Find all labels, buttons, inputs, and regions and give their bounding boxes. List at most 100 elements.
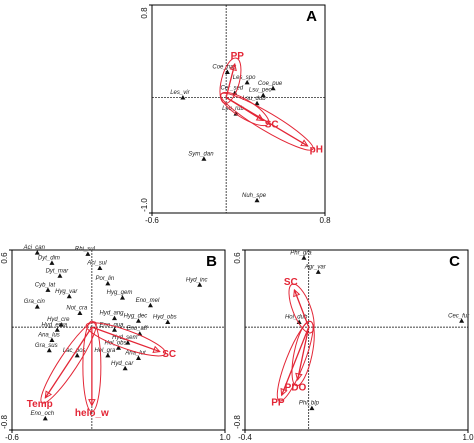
species-label: Coe_pue xyxy=(258,81,283,87)
env-arrow xyxy=(296,327,310,380)
species-label: Hyd_inc xyxy=(186,277,208,283)
arrow-label: PP xyxy=(271,397,285,408)
env-arrow xyxy=(91,326,160,353)
species-point xyxy=(105,280,111,286)
species-point xyxy=(197,282,203,287)
species-point xyxy=(135,318,141,323)
species-label: Hol_dub xyxy=(285,315,308,321)
y-tick-label: 0.6 xyxy=(233,252,242,264)
species-point xyxy=(119,295,125,300)
confidence-ellipse xyxy=(85,322,167,357)
species-label: Eno_och xyxy=(30,411,54,417)
env-arrow xyxy=(293,289,310,328)
species-label: Hyg_var xyxy=(55,289,78,295)
species-label: Hel_obs xyxy=(104,340,126,346)
species-point xyxy=(66,293,72,299)
species-point xyxy=(85,251,91,256)
x-tick-label: -0.6 xyxy=(145,216,159,225)
arrow-label: helo_w xyxy=(75,408,109,419)
species-point xyxy=(54,327,60,332)
panel-letter: B xyxy=(206,253,217,270)
species-label: Ana_lut xyxy=(124,351,146,357)
arrow-head xyxy=(293,288,301,298)
confidence-ellipse xyxy=(40,321,97,404)
species-point xyxy=(97,265,103,270)
species-point xyxy=(301,255,307,260)
y-tick-label: -0.8 xyxy=(233,415,242,429)
confidence-ellipse xyxy=(82,320,102,413)
species-label: Phl_blp xyxy=(299,401,320,407)
confidence-ellipse xyxy=(220,92,314,151)
confidence-ellipse xyxy=(276,320,314,402)
species-label: Not_cra xyxy=(66,306,88,312)
species-label: Sym_dan xyxy=(188,151,214,157)
species-label: Coe_has xyxy=(212,65,236,71)
env-arrow xyxy=(281,326,310,396)
arrow-head xyxy=(255,113,265,122)
arrow-head xyxy=(295,372,303,381)
species-point xyxy=(315,269,321,274)
species-point xyxy=(201,156,207,161)
species-label: Hyd_ang xyxy=(99,311,124,317)
panel-letter: C xyxy=(449,253,460,270)
species-label: Lsu_pec xyxy=(249,88,272,94)
species-label: Gra_sus xyxy=(35,343,58,349)
arrow-label: PDO xyxy=(285,382,307,393)
species-point xyxy=(112,315,118,321)
species-label: Aci_can xyxy=(23,245,46,251)
species-label: Por_lin xyxy=(96,276,115,282)
species-label: Les_spo xyxy=(233,75,256,81)
species-point xyxy=(147,302,153,308)
species-label: Dyt_mar xyxy=(46,268,70,274)
y-tick-label: -1.0 xyxy=(140,198,149,212)
species-point xyxy=(116,345,121,350)
species-point xyxy=(296,319,302,324)
arrow-head xyxy=(300,139,309,147)
species-label: Hel_gra xyxy=(94,348,116,354)
species-label: Phr_gra xyxy=(290,250,312,256)
arrow-label: pH xyxy=(310,145,323,156)
species-point xyxy=(112,327,118,332)
species-point xyxy=(74,352,80,358)
species-label: Agr_var xyxy=(304,264,327,270)
env-arrow xyxy=(44,326,93,399)
confidence-ellipse xyxy=(288,283,315,334)
species-label: Lac_pos xyxy=(63,348,86,354)
species-point xyxy=(58,322,64,327)
x-tick-label: 1.0 xyxy=(462,433,474,442)
species-label: Dyt_dim xyxy=(38,255,60,261)
species-label: Cyb_lat xyxy=(35,282,56,288)
species-point xyxy=(57,273,63,278)
species-point xyxy=(254,197,260,203)
species-label: Nuh_spe xyxy=(242,193,267,199)
species-point xyxy=(180,94,186,100)
arrow-label: SC xyxy=(284,277,298,288)
species-label: Eno_aff xyxy=(126,326,148,332)
species-label: Hyg_gem xyxy=(107,290,133,296)
species-label: Eno_mel xyxy=(136,298,160,304)
frame xyxy=(151,4,326,214)
species-point xyxy=(244,79,250,85)
species-point xyxy=(309,405,315,411)
species-label: Hyd_obs xyxy=(153,315,177,321)
species-point xyxy=(254,100,260,106)
frame xyxy=(11,249,226,431)
x-tick-label: -0.4 xyxy=(238,433,252,442)
species-point xyxy=(135,355,141,360)
species-label: Lsu_dub xyxy=(243,96,267,102)
species-label: Les_vir xyxy=(170,90,190,96)
arrow-head xyxy=(152,345,161,353)
arrow-label: Temp xyxy=(27,399,53,410)
y-tick-label: -0.8 xyxy=(0,415,9,429)
species-point xyxy=(34,304,40,309)
species-label: Hyg_dec xyxy=(124,313,148,319)
species-point xyxy=(42,415,48,421)
species-label: Hyd_car xyxy=(111,361,134,367)
x-tick-label: 0.8 xyxy=(319,216,331,225)
species-label: Hyd_sem xyxy=(112,335,137,341)
species-point xyxy=(125,340,131,345)
species-point xyxy=(45,287,51,292)
arrow-label: SC xyxy=(162,349,176,360)
species-point xyxy=(270,85,276,91)
